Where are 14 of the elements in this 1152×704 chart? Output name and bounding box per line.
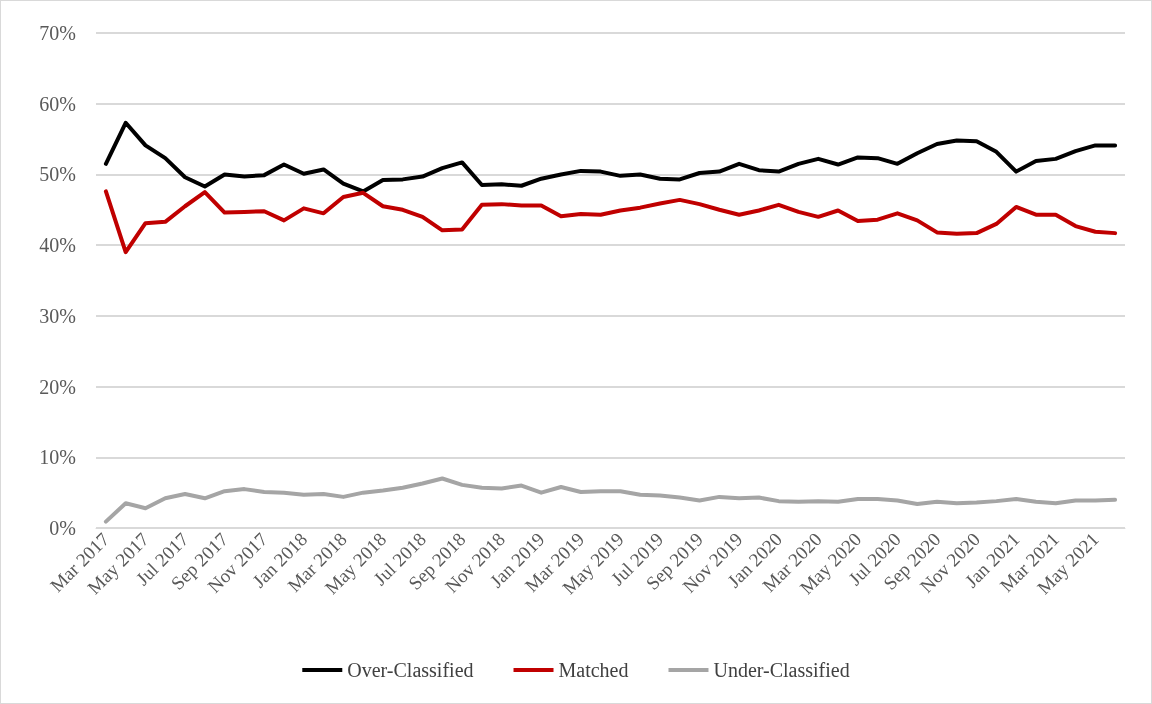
legend-label: Over-Classified <box>347 659 474 681</box>
y-tick-label: 20% <box>39 375 76 398</box>
line-series <box>103 476 1118 524</box>
y-tick-label: 50% <box>39 163 76 186</box>
legend-label: Matched <box>558 659 629 681</box>
legend-label: Under-Classified <box>713 659 850 681</box>
line-series <box>103 189 1118 255</box>
y-tick-label: 60% <box>39 92 76 115</box>
y-tick-label: 10% <box>39 446 76 469</box>
y-tick-label: 30% <box>39 304 76 327</box>
y-tick-label: 0% <box>49 517 76 539</box>
line-series <box>103 120 1118 194</box>
y-tick-label: 40% <box>39 234 76 257</box>
y-tick-label: 70% <box>39 22 76 44</box>
